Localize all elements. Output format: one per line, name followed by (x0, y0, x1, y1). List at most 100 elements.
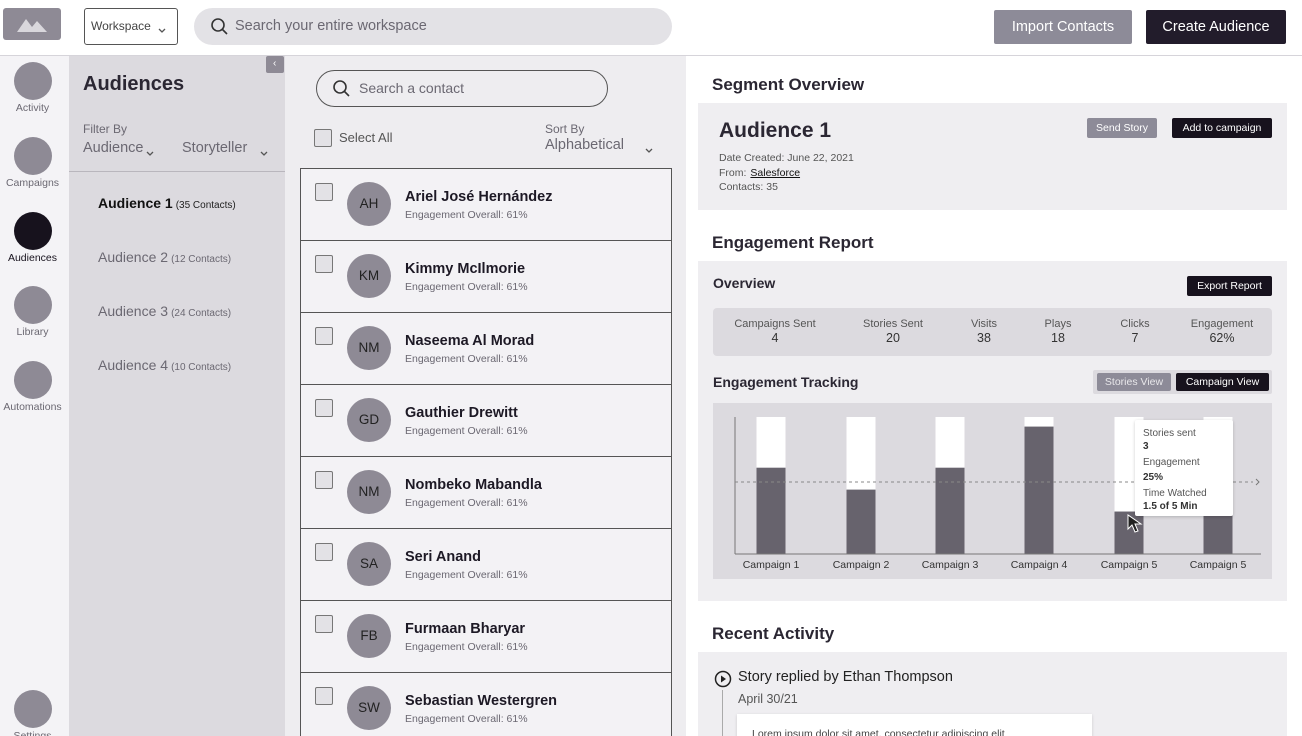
nav-icon[interactable] (14, 286, 52, 324)
select-all-label: Select All (339, 129, 393, 145)
campaign-view-button[interactable]: Campaign View (1176, 373, 1269, 391)
stat-value: 4 (771, 331, 779, 346)
contact-name: Naseema Al Morad (405, 332, 535, 349)
contact-avatar: KM (347, 254, 391, 298)
nav-label: Settings (13, 729, 52, 736)
segment-contacts: Contacts: 35 (719, 180, 778, 193)
create-button[interactable]: Create Audience (1146, 10, 1286, 44)
export-button[interactable]: Export Report (1187, 276, 1272, 296)
stat-label: Engagement (1190, 318, 1254, 331)
stat-label: Plays (1044, 318, 1072, 331)
contact-card[interactable]: NM Naseema Al Morad Engagement Overall: 61… (300, 312, 672, 385)
stories-view-button[interactable]: Stories View (1097, 373, 1171, 391)
contact-checkbox[interactable] (315, 687, 333, 705)
contact-name: Gauthier Drewitt (405, 404, 518, 421)
recent-event: Story replied by Ethan Thompson (738, 668, 953, 685)
contact-search-placeholder: Search a contact (359, 80, 465, 97)
contact-avatar: NM (347, 470, 391, 514)
tooltip-value: 25% (1143, 472, 1164, 483)
send-story-button[interactable]: Send Story (1087, 118, 1157, 138)
contact-initials: FB (360, 627, 378, 643)
export-label: Export Report (1197, 279, 1262, 292)
nav-icon[interactable] (14, 62, 52, 100)
contact-name: Sebastian Westergren (405, 692, 558, 709)
tooltip-label: Engagement (1143, 457, 1200, 468)
contact-checkbox[interactable] (315, 471, 333, 489)
audience-item[interactable]: Audience 2 (12 Contacts) (98, 247, 231, 267)
nav-icon[interactable] (14, 137, 52, 175)
play-icon (714, 670, 732, 688)
contact-search[interactable]: Search a contact (316, 70, 608, 107)
sort-value[interactable]: Alphabetical (545, 136, 624, 153)
x-tick-label: Campaign 3 (922, 559, 979, 571)
chart-area: Campaign 1 Campaign 2 Campaign 3 Campaign 4… (713, 403, 1272, 579)
filter-divider (69, 171, 285, 172)
nav-icon[interactable] (14, 361, 52, 399)
audience-name: Audience 3 (98, 303, 169, 319)
audiences-panel: ‹ Audiences Filter By Audience Storyteller Au… (69, 56, 285, 736)
import-button[interactable]: Import Contacts (994, 10, 1132, 44)
logo-mark-glyph (17, 19, 47, 32)
chevron (145, 145, 155, 156)
stat-label: Clicks (1120, 318, 1150, 331)
nav-icon[interactable] (14, 690, 52, 728)
chevron (157, 22, 167, 33)
play-icon-glyph (714, 670, 732, 688)
contact-card[interactable]: GD Gauthier Drewitt Engagement Overall: 61… (300, 384, 672, 457)
contact-checkbox[interactable] (315, 615, 333, 633)
send-story-label: Send Story (1096, 121, 1148, 134)
chevron-glyph (260, 151, 268, 156)
contact-name: Nombeko Mabandla (405, 476, 542, 493)
add-campaign-button[interactable]: Add to campaign (1172, 118, 1272, 138)
bar (935, 467, 965, 554)
contact-engagement: Engagement Overall: 61% (405, 640, 528, 653)
nav-icon[interactable] (14, 212, 52, 250)
workspace-dropdown[interactable]: Workspace (84, 8, 178, 45)
contact-card[interactable]: FB Furmaan Bharyar Engagement Overall: 61% (300, 600, 672, 673)
contact-avatar: FB (347, 614, 391, 658)
date-created: Date Created: June 22, 2021 (719, 151, 854, 164)
contact-engagement: Engagement Overall: 61% (405, 496, 528, 509)
contact-initials: SW (358, 699, 380, 715)
bar (846, 489, 876, 554)
filter-dropdown[interactable]: Storyteller (182, 139, 248, 156)
collapse-button[interactable] (266, 56, 284, 73)
from-value[interactable]: Salesforce (750, 167, 801, 179)
audience-name: Audience 4 (98, 357, 169, 373)
lens (333, 80, 347, 94)
recent-card: Story replied by Ethan Thompson April 30/… (698, 652, 1287, 736)
play-ring (714, 670, 732, 688)
filter-label: Filter By (83, 121, 128, 136)
workspace-search[interactable]: Search your entire workspace (194, 8, 672, 45)
contact-checkbox[interactable] (315, 399, 333, 417)
contact-checkbox[interactable] (315, 543, 333, 561)
contact-checkbox[interactable] (315, 183, 333, 201)
contact-card[interactable]: AH Ariel José Hernández Engagement Overall… (300, 168, 672, 241)
contact-card[interactable]: SA Seri Anand Engagement Overall: 61% (300, 528, 672, 601)
audience-count: (24 Contacts) (171, 308, 232, 319)
contact-checkbox[interactable] (315, 327, 333, 345)
audience-item[interactable]: Audience 1 (35 Contacts) (98, 193, 236, 213)
audience-item[interactable]: Audience 4 (10 Contacts) (98, 355, 231, 375)
audience-count: (35 Contacts) (175, 200, 236, 211)
search-icon-glyph (333, 80, 350, 97)
handle (343, 90, 350, 97)
contact-card[interactable]: SW Sebastian Westergren Engagement Overall… (300, 672, 672, 736)
contact-avatar: NM (347, 326, 391, 370)
contact-card[interactable]: NM Nombeko Mabandla Engagement Overall: 61… (300, 456, 672, 529)
message-card: Lorem ipsum dolor sit amet, consectetur … (737, 714, 1092, 736)
recent-title: Recent Activity (712, 624, 835, 644)
collapse-glyph: ‹ (273, 58, 277, 69)
nav-label: Audiences (7, 251, 58, 264)
stat-label: Visits (970, 318, 998, 331)
engagement-card: Overview Export Report Campaigns Sent 4 Stor… (698, 261, 1287, 601)
audience-item[interactable]: Audience 3 (24 Contacts) (98, 301, 231, 321)
contact-checkbox[interactable] (315, 255, 333, 273)
workspace-label: Workspace (91, 18, 151, 33)
contact-card[interactable]: KM Kimmy McIlmorie Engagement Overall: 61% (300, 240, 672, 313)
select-all-checkbox[interactable] (314, 129, 332, 147)
nav-label: Library (16, 325, 49, 338)
contact-initials: AH (359, 195, 379, 211)
filter-dropdown[interactable]: Audience (83, 139, 144, 156)
contact-avatar: GD (347, 398, 391, 442)
